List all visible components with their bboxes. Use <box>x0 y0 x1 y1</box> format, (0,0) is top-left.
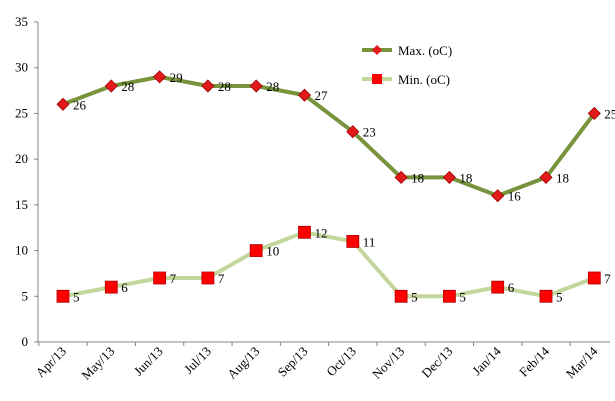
series-line-max <box>62 74 596 198</box>
data-point-max <box>394 170 408 184</box>
data-label-max: 18 <box>556 170 569 185</box>
data-label-min: 7 <box>604 271 611 286</box>
data-point-max <box>201 79 215 93</box>
data-label-min: 7 <box>170 271 177 286</box>
data-label-max: 18 <box>411 170 424 185</box>
data-point-max <box>56 97 70 111</box>
data-label-max: 27 <box>315 88 329 103</box>
data-label-min: 6 <box>508 280 515 295</box>
data-label-max: 28 <box>266 79 279 94</box>
data-label-max: 23 <box>363 125 376 140</box>
axes: 0 5 10 15 20 25 30 35 Apr/13 May/13 Jun/13 Jul/13 Au… <box>15 14 610 383</box>
data-point-max <box>153 70 167 84</box>
data-label-max: 25 <box>604 106 615 121</box>
data-label-min: 12 <box>315 225 328 240</box>
data-point-max <box>442 170 456 184</box>
x-category-label: Oct/13 <box>323 344 359 380</box>
y-tick-label: 35 <box>15 14 28 29</box>
y-tick-label: 20 <box>15 151 28 166</box>
data-point-min <box>491 280 505 294</box>
data-point-max <box>297 88 312 102</box>
data-label-max: 28 <box>218 79 231 94</box>
data-label-max: 16 <box>508 189 522 204</box>
data-label-max: 26 <box>73 97 87 112</box>
data-point-max <box>587 106 601 120</box>
y-tick-label: 10 <box>15 243 28 258</box>
x-category-label: Jun/13 <box>131 344 166 379</box>
data-point-min <box>56 289 70 303</box>
data-label-min: 5 <box>411 289 418 304</box>
legend-marker-diamond <box>372 45 382 55</box>
y-tick-label: 5 <box>22 288 29 303</box>
data-point-min <box>394 289 408 303</box>
x-category-label: Jul/13 <box>181 344 214 377</box>
data-label-max: 28 <box>121 79 134 94</box>
data-label-min: 7 <box>218 271 225 286</box>
data-point-max <box>249 79 263 93</box>
data-point-min <box>587 271 601 285</box>
data-point-min <box>442 289 456 303</box>
data-point-min <box>249 244 263 257</box>
data-point-min <box>104 280 118 294</box>
data-label-max: 29 <box>170 70 183 85</box>
data-label-max: 18 <box>459 170 472 185</box>
x-category-label: Dec/13 <box>418 344 455 381</box>
data-point-max <box>346 125 360 139</box>
series-lines <box>62 74 596 299</box>
data-point-max <box>491 189 505 203</box>
series-line-min <box>62 230 596 299</box>
x-category-label: Aug/13 <box>224 344 262 382</box>
data-label-min: 6 <box>121 280 128 295</box>
legend-label: Min. (oC) <box>398 72 450 87</box>
data-label-min: 5 <box>73 289 80 304</box>
data-label-min: 5 <box>459 289 466 304</box>
data-point-min <box>201 271 215 285</box>
legend: Max. (oC) Min. (oC) <box>362 43 452 87</box>
legend-marker-square <box>372 74 382 84</box>
y-tick-label: 0 <box>22 334 29 349</box>
data-point-max <box>539 170 553 184</box>
y-tick-label: 25 <box>15 105 28 120</box>
legend-label: Max. (oC) <box>398 43 452 58</box>
data-point-max <box>104 79 118 93</box>
data-point-min <box>298 225 311 239</box>
x-category-label: Mar/14 <box>563 343 601 381</box>
x-category-label: Apr/13 <box>32 344 69 381</box>
data-label-min: 11 <box>363 234 376 249</box>
data-labels: 26 28 29 28 28 27 23 18 18 16 18 25 5 6 7 7 10 12 11 5 5 6 5 7 <box>73 70 615 304</box>
data-point-min <box>346 235 360 248</box>
x-category-label: Feb/14 <box>516 343 552 379</box>
y-tick-label: 30 <box>15 60 28 75</box>
data-point-min <box>153 271 167 285</box>
x-category-label: Nov/13 <box>369 344 407 382</box>
x-category-label: Jan/14 <box>469 343 504 378</box>
data-point-min <box>539 289 553 303</box>
series-markers <box>56 70 601 303</box>
data-label-min: 5 <box>556 289 563 304</box>
x-category-label: May/13 <box>78 344 117 383</box>
y-tick-label: 15 <box>15 197 28 212</box>
data-label-min: 10 <box>266 244 279 259</box>
x-category-label: Sep/13 <box>274 344 310 380</box>
